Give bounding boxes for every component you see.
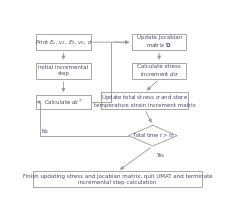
FancyBboxPatch shape: [101, 92, 188, 109]
FancyBboxPatch shape: [132, 34, 186, 50]
Text: Yes: Yes: [156, 153, 164, 158]
Text: Finish updating stress and Jocabian matrix, quit UMAT and terminate
incremental : Finish updating stress and Jocabian matr…: [23, 174, 212, 185]
Polygon shape: [128, 125, 177, 146]
FancyBboxPatch shape: [36, 95, 90, 109]
Text: Update Jocabian
matrix $\mathbf{D}$: Update Jocabian matrix $\mathbf{D}$: [137, 35, 182, 49]
Text: Calculate stress
increment $d\sigma$: Calculate stress increment $d\sigma$: [137, 64, 181, 78]
Text: No: No: [42, 129, 48, 134]
FancyBboxPatch shape: [36, 62, 90, 79]
FancyBboxPatch shape: [132, 62, 186, 79]
Text: Update total stress $\sigma$ and store
temperature strain increment matrix: Update total stress $\sigma$ and store t…: [94, 93, 196, 108]
Text: Initial incremental
step: Initial incremental step: [38, 65, 89, 76]
Text: Print $E_c$, $v_1$, $E_0$, $v_0$, $\sigma$: Print $E_c$, $v_1$, $E_0$, $v_0$, $\sigm…: [35, 38, 92, 46]
Text: Total time $t$$>$$t_0$: Total time $t$$>$$t_0$: [132, 131, 174, 140]
FancyBboxPatch shape: [36, 34, 90, 50]
FancyBboxPatch shape: [33, 172, 202, 187]
Text: Calculate $d\varepsilon^T$: Calculate $d\varepsilon^T$: [44, 97, 83, 107]
